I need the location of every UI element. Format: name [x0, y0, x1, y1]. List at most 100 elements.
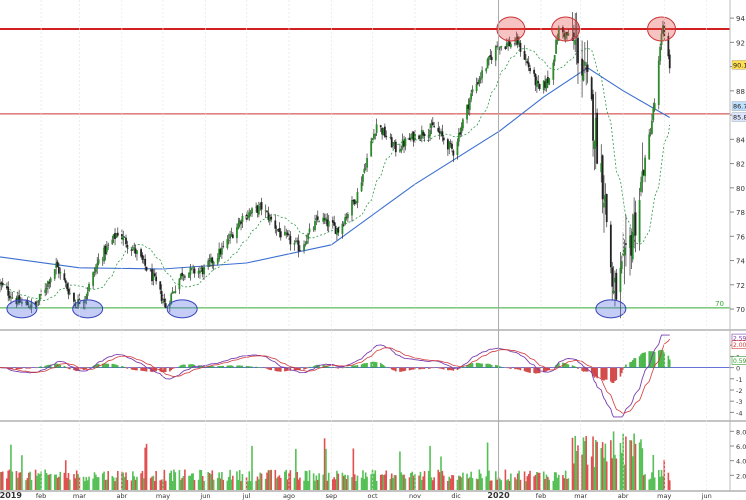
candlestick: [590, 76, 593, 101]
volume-bar: [634, 443, 637, 490]
volume-bar: [318, 473, 320, 490]
candle-body: [66, 283, 69, 290]
candle-body: [314, 220, 316, 230]
macd-histogram-bar: [229, 365, 231, 368]
candlestick: [326, 213, 329, 232]
candlestick: [115, 233, 118, 239]
candlestick: [408, 133, 411, 141]
candlestick: [30, 298, 33, 314]
macd-histogram-bar: [470, 363, 472, 368]
candle-body: [122, 236, 125, 241]
volume-bar: [245, 477, 248, 490]
macd-histogram-bar: [222, 365, 225, 368]
candlestick: [333, 215, 336, 226]
volume-bar: [411, 471, 414, 490]
volume-bar: [6, 478, 8, 490]
macd-histogram-bar: [477, 362, 479, 368]
candlestick: [312, 226, 315, 232]
volume-bar: [621, 452, 623, 490]
candle-body: [236, 227, 238, 239]
candlestick: [101, 256, 104, 266]
macd-histogram-bar: [11, 367, 14, 370]
macd-histogram-bar: [514, 367, 516, 370]
candle-body: [183, 276, 186, 278]
candlestick: [409, 133, 412, 142]
candle-body: [499, 46, 501, 49]
macd-tick-label: -4: [736, 409, 742, 417]
macd-histogram-bar: [73, 367, 75, 371]
candle-body: [142, 258, 145, 260]
volume-bar: [184, 469, 186, 490]
macd-histogram-bar: [322, 364, 325, 368]
candlestick: [420, 125, 423, 143]
candlestick: [249, 210, 252, 217]
candlestick: [641, 142, 644, 193]
candlestick: [603, 175, 605, 233]
volume-bar: [216, 477, 219, 490]
candle-body: [82, 302, 85, 304]
macd-histogram-bar: [266, 367, 268, 369]
candlestick: [631, 213, 634, 263]
candle-body: [226, 239, 229, 248]
price-badge: 86.7: [731, 101, 746, 111]
candlestick: [299, 245, 301, 252]
candle-body: [267, 212, 270, 220]
candle-body: [452, 150, 455, 156]
candlestick: [562, 25, 564, 39]
volume-bar: [45, 472, 48, 490]
volume-bar: [526, 476, 529, 490]
candle-body: [257, 205, 260, 215]
candle-body: [529, 67, 531, 72]
macd-histogram-bar: [494, 364, 497, 368]
volume-bar: [201, 475, 204, 490]
candlestick: [496, 41, 499, 49]
macd-histogram-bar: [104, 363, 107, 368]
candlestick: [373, 129, 375, 140]
candle-body: [456, 141, 459, 156]
volume-bar: [152, 475, 155, 490]
macd-histogram-bar: [459, 367, 461, 369]
volume-bar: [337, 473, 340, 490]
candlestick: [392, 141, 394, 150]
volume-bar: [210, 474, 212, 490]
volume-bar: [374, 470, 377, 490]
candle-body: [163, 298, 166, 303]
candlestick: [210, 253, 212, 267]
macd-histogram-bar: [140, 367, 142, 371]
candle-body: [283, 231, 286, 236]
volume-bar: [633, 433, 635, 490]
candlestick: [45, 283, 48, 296]
candlestick: [422, 129, 425, 139]
volume-bar: [431, 480, 434, 490]
candle-body: [594, 117, 597, 147]
macd-histogram-bar: [525, 367, 527, 372]
macd-histogram-bar: [433, 367, 435, 369]
candle-body: [160, 290, 163, 302]
candlestick: [582, 59, 585, 82]
candlestick: [238, 217, 241, 228]
volume-bar: [505, 480, 508, 490]
volume-bar: [556, 477, 559, 490]
candle-body: [164, 303, 167, 308]
macd-histogram-bar: [232, 365, 234, 368]
candle-body: [47, 281, 49, 288]
macd-histogram-bar: [544, 367, 546, 373]
macd-histogram-bar: [488, 363, 490, 368]
macd-histogram-bar: [659, 349, 661, 368]
candle-body: [525, 59, 527, 61]
candle-body: [441, 131, 444, 137]
candle-body: [274, 220, 277, 229]
macd-histogram-bar: [19, 367, 22, 370]
volume-bar: [25, 480, 27, 490]
macd-histogram-bar: [490, 365, 493, 368]
candle-body: [0, 283, 1, 286]
candle-body: [500, 45, 503, 48]
candle-body: [457, 132, 460, 142]
volume-bar: [37, 473, 40, 490]
candle-body: [219, 249, 222, 255]
macd-histogram-bar: [663, 352, 666, 368]
candle-body: [644, 157, 646, 177]
candle-body: [475, 83, 478, 91]
macd-histogram-bar: [18, 367, 20, 370]
candle-body: [514, 43, 516, 45]
